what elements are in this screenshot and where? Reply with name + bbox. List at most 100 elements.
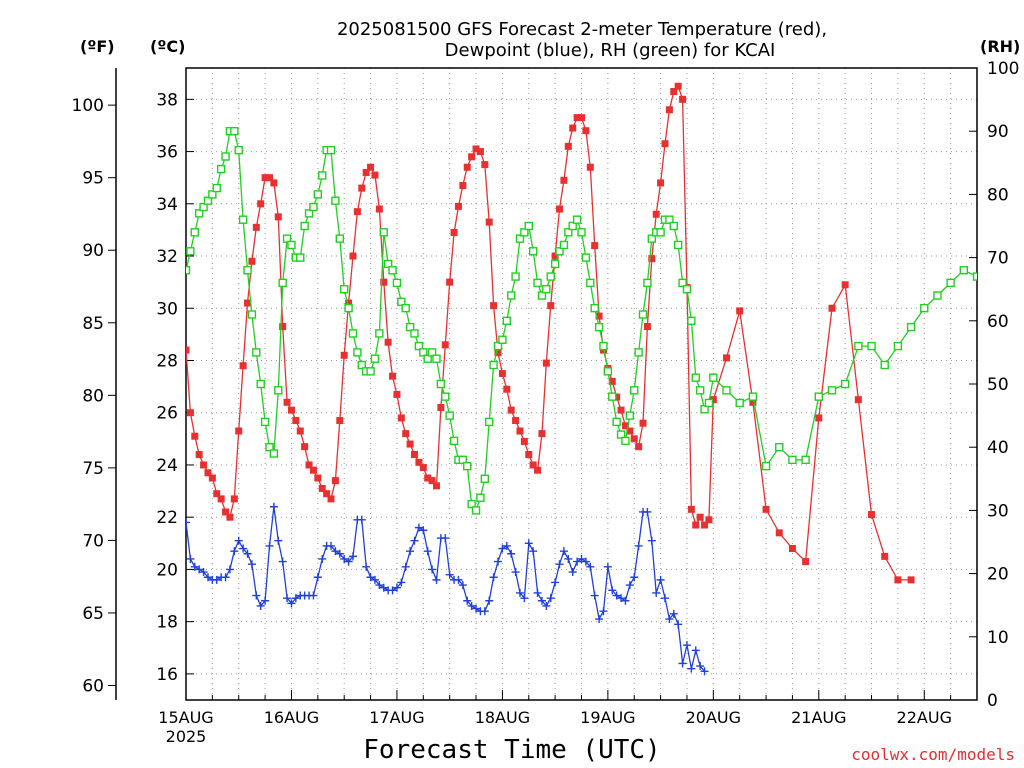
celsius-tick-label: 38	[156, 90, 178, 110]
temperature-point	[516, 427, 524, 435]
dewpoint-point	[432, 575, 441, 584]
temperature-point	[560, 176, 568, 184]
temperature-point	[679, 95, 687, 103]
temperature-point	[578, 114, 585, 122]
dewpoint-point	[331, 547, 340, 556]
rh-tick-label: 100	[987, 59, 1019, 79]
dewpoint-point	[252, 591, 261, 600]
temperature-point	[868, 511, 876, 519]
rh-point	[594, 322, 604, 332]
rh-point	[471, 506, 481, 515]
rh-point	[801, 455, 810, 465]
dewpoint-point	[313, 573, 322, 582]
rh-unit-label: (RH)	[980, 37, 1020, 56]
rh-point	[572, 215, 582, 224]
rh-point	[691, 373, 700, 382]
dewpoint-point	[520, 594, 529, 603]
rh-point	[533, 278, 542, 288]
dewpoint-point	[327, 541, 336, 550]
temperature-point	[248, 257, 256, 265]
temperature-point	[406, 440, 414, 448]
dewpoint-point	[577, 554, 586, 563]
axes: 16 18 20 22 24 26 28 30 32 34 36 38 60 65 70 75 80 85 90 95…	[72, 59, 1020, 746]
temperature-point	[815, 414, 823, 422]
temperature-point	[591, 242, 599, 250]
rh-point	[410, 329, 419, 338]
dewpoint-point	[199, 568, 208, 577]
x-axis-label: Forecast Time (UTC)	[363, 735, 660, 765]
temperature-point	[463, 163, 471, 171]
fahrenheit-tick-label: 60	[82, 676, 104, 696]
temperature-point	[200, 461, 208, 469]
temperature-point	[257, 200, 265, 208]
dewpoint-point	[515, 588, 524, 597]
dewpoint-point	[555, 560, 564, 569]
temperature-point	[437, 404, 445, 412]
dewpoint-point	[239, 544, 248, 553]
rh-tick-label: 80	[987, 185, 1009, 205]
dewpoint-point	[388, 586, 397, 595]
dewpoint-point	[230, 547, 239, 556]
rh-tick-label: 90	[987, 122, 1009, 142]
temperature-point	[802, 558, 810, 566]
x-tick-label: 21AUG	[791, 708, 846, 727]
dewpoint-point	[256, 601, 265, 610]
temperature-point	[441, 341, 449, 349]
temperature-point	[402, 430, 410, 438]
temperature-point	[854, 396, 862, 404]
dewpoint-point	[278, 557, 287, 566]
rh-point	[630, 386, 639, 395]
dewpoint-point	[392, 583, 401, 592]
rh-point	[370, 354, 380, 363]
rh-point	[383, 259, 393, 269]
dewpoint-point	[283, 594, 292, 603]
rh-point	[537, 291, 547, 300]
fahrenheit-tick-label: 75	[82, 459, 104, 479]
temperature-point	[309, 466, 317, 474]
dewpoint-point	[480, 607, 489, 616]
fahrenheit-tick-label: 85	[82, 314, 104, 334]
dewpoint-point	[542, 601, 551, 610]
rh-point	[673, 240, 683, 250]
rh-tick-label: 50	[987, 375, 1009, 395]
x-tick-label: 16AUG	[264, 708, 319, 727]
grid	[186, 68, 977, 700]
dewpoint-point	[401, 562, 410, 571]
temperature-point	[481, 161, 489, 169]
rh-point	[665, 215, 674, 224]
rh-point	[392, 278, 402, 288]
temperature-point	[301, 443, 309, 451]
rh-point	[467, 499, 476, 509]
rh-point	[555, 247, 564, 256]
rh-point	[643, 278, 652, 288]
temperature-point	[670, 88, 678, 96]
rh-point	[379, 228, 388, 237]
rh-point	[880, 360, 889, 370]
rh-point	[493, 341, 503, 351]
celsius-tick-label: 32	[156, 247, 178, 267]
celsius-tick-label: 16	[156, 665, 178, 685]
rh-point	[445, 411, 454, 420]
temperature-point	[841, 281, 849, 289]
dewpoint-point	[445, 570, 454, 579]
celsius-tick-label: 28	[156, 351, 178, 371]
dewpoint-point	[225, 565, 234, 574]
rh-point	[208, 190, 217, 199]
rh-point	[656, 228, 665, 237]
temperature-point	[261, 174, 269, 182]
fahrenheit-tick-label: 70	[82, 531, 104, 551]
dewpoint-point	[564, 554, 573, 563]
dewpoint-point	[494, 557, 503, 566]
dewpoint-point	[621, 596, 630, 605]
dewpoint-point	[344, 557, 353, 566]
temperature-point	[512, 417, 520, 425]
temperature-point	[520, 437, 528, 445]
temperature-point	[305, 461, 313, 469]
dewpoint-point	[551, 578, 560, 587]
temperature-point	[349, 252, 357, 260]
rh-point	[827, 386, 837, 395]
celsius-tick-label: 20	[156, 560, 178, 580]
chart-title-line2: Dewpoint (blue), RH (green) for KCAI	[445, 40, 776, 61]
temperature-point	[424, 474, 432, 482]
temperature-point	[283, 398, 291, 406]
